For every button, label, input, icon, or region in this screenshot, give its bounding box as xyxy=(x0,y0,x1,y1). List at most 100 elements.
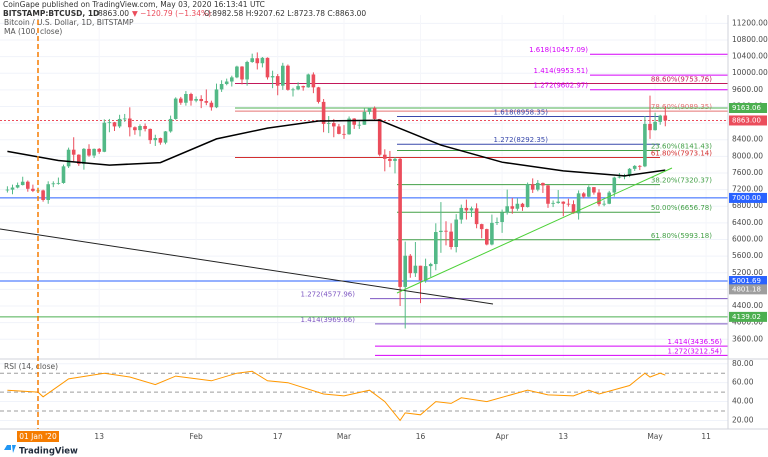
candle-body xyxy=(265,57,270,78)
candle-body xyxy=(158,138,163,143)
candle-body xyxy=(148,128,152,141)
price-tag-label: 5001.69 xyxy=(732,277,761,285)
x-tick-label: 16 xyxy=(416,432,426,441)
candle-body xyxy=(561,201,566,204)
candle-body xyxy=(525,184,530,208)
candle-body xyxy=(592,187,596,193)
y-tick-label: 10000.00 xyxy=(732,68,768,77)
candle-body xyxy=(520,203,525,208)
candle-body xyxy=(122,118,127,120)
level-label: 1.272(4577.96) xyxy=(301,291,356,299)
price-tag xyxy=(729,311,767,322)
candle-body xyxy=(275,76,280,86)
candle-body xyxy=(469,208,474,211)
candle-body xyxy=(224,81,229,85)
y-tick-label: 7200.00 xyxy=(732,185,763,194)
level-label: 78.60%(9089.35) xyxy=(651,103,712,111)
level-label: 1.618(8958.35) xyxy=(494,109,549,117)
candle-body xyxy=(352,118,356,125)
level-label: 1.272(8292.35) xyxy=(494,136,549,144)
candle-body xyxy=(77,154,81,164)
candle-body xyxy=(459,207,464,220)
candle-body xyxy=(189,93,193,101)
candle-body xyxy=(372,108,377,119)
candle-body xyxy=(658,115,662,122)
rsi-pane xyxy=(0,363,728,422)
candle-body xyxy=(250,58,254,62)
candle-body xyxy=(138,126,142,131)
trend-line xyxy=(396,167,673,294)
candle-body xyxy=(571,204,576,214)
y-tick-label: 6000.00 xyxy=(732,235,763,244)
level-label: 1.414(9953.51) xyxy=(534,67,589,75)
candle-body xyxy=(102,122,107,152)
candle-body xyxy=(61,166,66,183)
x-tick-label: 17 xyxy=(273,432,283,441)
candle-body xyxy=(41,190,45,201)
candle-body xyxy=(209,102,214,108)
y-tick-label: 8000.00 xyxy=(732,151,763,160)
candle-body xyxy=(643,123,647,167)
candle-body xyxy=(607,192,611,204)
candle-body xyxy=(602,203,606,205)
candle-body xyxy=(87,148,91,156)
candle-body xyxy=(311,74,316,88)
y-tick-label: 9600.00 xyxy=(732,85,763,94)
y-tick-label: 6400.00 xyxy=(732,218,763,227)
candle-body xyxy=(581,193,586,197)
candle-body xyxy=(31,188,35,191)
ohlc: O:8982.58 H:9207.62 L:8723.78 C:8863.00 xyxy=(204,9,366,18)
y-tick-label: 10400.00 xyxy=(732,52,768,61)
candle-body xyxy=(332,123,336,127)
candle-body xyxy=(490,222,494,245)
candle-body xyxy=(204,101,209,103)
candle-body xyxy=(5,189,10,191)
candle-body xyxy=(398,158,402,287)
candle-body xyxy=(173,98,178,119)
y-tick-label: 5600.00 xyxy=(732,251,763,260)
y-tick-label: 4000.00 xyxy=(732,318,763,327)
candle-body xyxy=(551,202,555,204)
candle-body xyxy=(133,127,137,131)
candle-body xyxy=(260,57,265,64)
candle-body xyxy=(612,177,617,193)
y-tick-label: 6800.00 xyxy=(732,201,763,210)
candle-body xyxy=(92,148,96,156)
candle-body xyxy=(194,98,198,101)
x-tick-highlight xyxy=(17,431,59,442)
candle-body xyxy=(403,255,407,287)
candle-body xyxy=(454,219,458,247)
y-tick-label: 60.00 xyxy=(732,378,754,387)
candle-body xyxy=(235,66,239,78)
x-tick-label: May xyxy=(647,432,663,441)
candle-body xyxy=(474,208,479,225)
level-label: 1.414(3436.56) xyxy=(668,338,723,346)
level-label: 88.60%(9753.76) xyxy=(651,75,712,83)
candle-body xyxy=(230,77,234,82)
candle-body xyxy=(408,255,413,274)
candle-body xyxy=(449,231,453,247)
candle-body xyxy=(347,118,351,135)
candle-body xyxy=(383,154,387,159)
candle-body xyxy=(20,181,25,186)
candle-body xyxy=(648,123,652,131)
candle-body xyxy=(342,133,346,135)
candle-body xyxy=(112,122,117,127)
y-tick-label: 7600.00 xyxy=(732,168,763,177)
candle-body xyxy=(530,184,535,190)
y-tick-label: 10800.00 xyxy=(732,35,768,44)
x-tick-label: Apr xyxy=(496,432,510,441)
candle-body xyxy=(632,165,637,169)
level-label: 38.20%(7320.37) xyxy=(651,177,712,185)
candle-body xyxy=(240,66,244,80)
candle-body xyxy=(214,89,219,108)
candle-body xyxy=(301,86,305,88)
x-tick-label: Feb xyxy=(189,432,203,441)
x-tick-label: Mar xyxy=(337,432,352,441)
candle-body xyxy=(418,265,423,281)
candle-body xyxy=(536,182,540,190)
candle-body xyxy=(576,193,581,214)
price-pane: 1.618(10457.09) 1.414(9953.51) 88.60%(9753… xyxy=(0,15,728,358)
price-change: ▼ −120.79 (−1.34%) xyxy=(132,9,211,18)
